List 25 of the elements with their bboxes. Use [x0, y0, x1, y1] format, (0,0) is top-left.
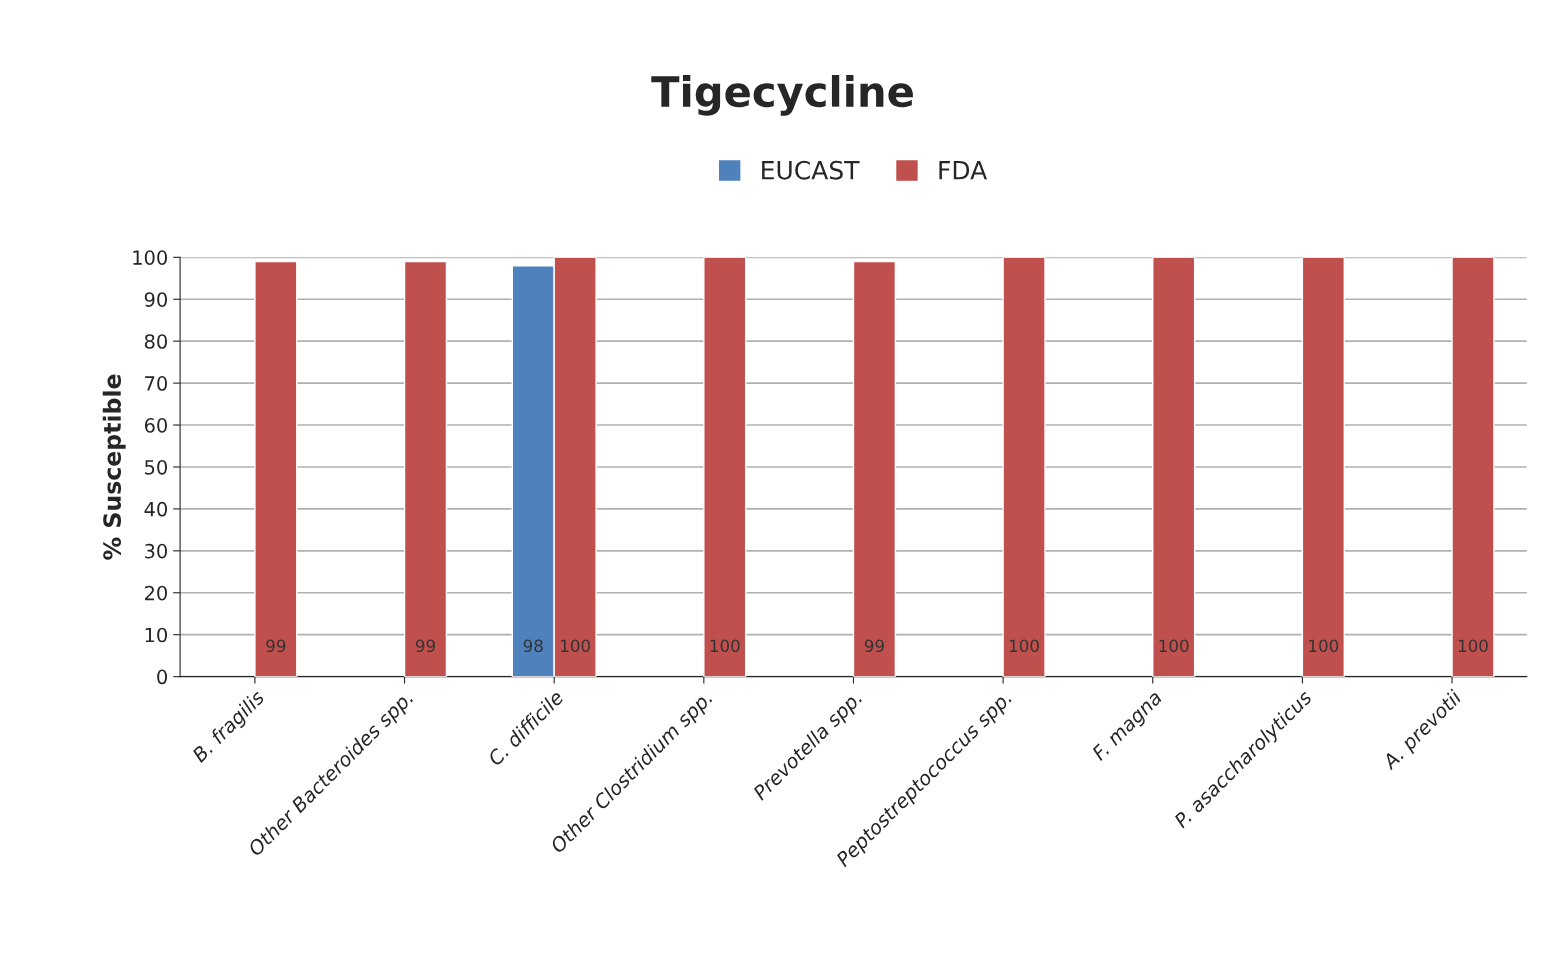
data-label: 99 — [864, 639, 884, 653]
y-tick-label: 20 — [144, 585, 167, 601]
y-tick-label: 60 — [144, 417, 167, 433]
data-label: 100 — [1458, 639, 1488, 653]
y-tick-label: 90 — [144, 292, 167, 307]
y-tick-label: 70 — [145, 376, 167, 391]
data-label: 100 — [1009, 639, 1039, 653]
data-label: 100 — [710, 639, 740, 653]
data-label: 100 — [1159, 639, 1189, 653]
y-tick-label: 80 — [144, 334, 167, 349]
y-tick-label: 100 — [133, 250, 167, 265]
y-tick-label: 40 — [144, 501, 167, 517]
data-label: 98 — [523, 639, 543, 653]
y-tick-label: 0 — [157, 669, 167, 685]
y-axis-title: % Susceptible — [102, 374, 126, 560]
chart-title: Tigecycline — [651, 74, 913, 116]
legend-label: FDA — [939, 161, 988, 180]
y-tick-label: 10 — [145, 627, 167, 643]
data-label: 100 — [561, 639, 590, 653]
y-tick-label: 50 — [145, 459, 167, 475]
data-label: 99 — [415, 639, 435, 653]
legend-label: EUCAST — [762, 160, 860, 180]
data-label: 99 — [266, 639, 286, 653]
data-label: 100 — [1309, 639, 1339, 653]
y-tick-label: 30 — [145, 543, 167, 559]
